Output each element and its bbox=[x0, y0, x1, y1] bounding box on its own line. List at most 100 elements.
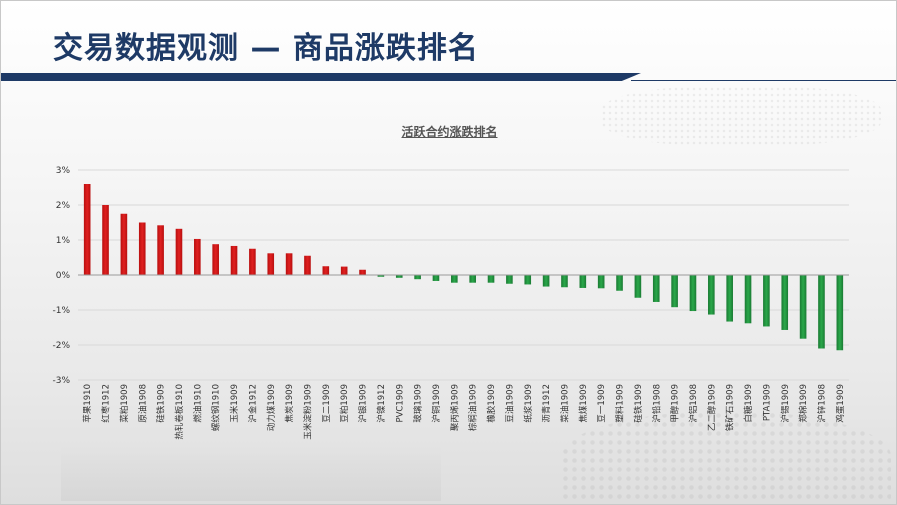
bar bbox=[781, 275, 789, 330]
x-tick-label: 白糖1909 bbox=[743, 384, 754, 423]
world-map-decoration bbox=[601, 86, 881, 146]
x-tick-label: 乙二醇1909 bbox=[706, 384, 717, 431]
x-tick-label: 塑料1909 bbox=[615, 384, 626, 423]
bar bbox=[579, 275, 587, 288]
bar bbox=[432, 275, 440, 281]
bar bbox=[542, 275, 550, 287]
bar bbox=[469, 275, 476, 283]
bar bbox=[267, 253, 275, 275]
x-tick-label: 沥青1912 bbox=[541, 384, 552, 423]
bar bbox=[230, 245, 238, 275]
bar bbox=[836, 275, 844, 351]
x-tick-label: 沪镍1912 bbox=[376, 384, 387, 423]
bar bbox=[414, 275, 421, 280]
x-tick-label: 鸡蛋1909 bbox=[835, 384, 846, 423]
bar bbox=[340, 266, 348, 275]
bar bbox=[304, 255, 311, 275]
x-tick-label: 沪银1909 bbox=[358, 384, 369, 423]
x-tick-label: 玻璃1909 bbox=[413, 384, 424, 423]
y-tick-label: 2% bbox=[56, 201, 71, 211]
bar bbox=[395, 275, 403, 278]
x-tick-label: 豆二1909 bbox=[322, 384, 332, 423]
x-tick-label: 沪锡1909 bbox=[780, 384, 791, 423]
bar bbox=[818, 275, 825, 349]
x-tick-label: 玉米1909 bbox=[229, 384, 240, 423]
bar bbox=[451, 275, 458, 283]
bar bbox=[138, 222, 146, 275]
y-tick-label: -3% bbox=[52, 376, 70, 386]
x-tick-label: 沪铅1908 bbox=[651, 384, 662, 423]
bar bbox=[175, 228, 183, 275]
dot-pattern-decoration bbox=[561, 411, 891, 501]
bar bbox=[616, 275, 623, 291]
x-tick-label: 郑棉1909 bbox=[798, 384, 809, 423]
bar bbox=[561, 275, 568, 288]
x-tick-label: 棕榈油1909 bbox=[468, 384, 479, 431]
bar bbox=[652, 275, 660, 302]
bar bbox=[506, 275, 513, 284]
x-tick-label: 铁矿石1909 bbox=[725, 384, 736, 431]
x-tick-label: 豆油1909 bbox=[504, 384, 515, 423]
city-skyline-decoration bbox=[61, 446, 441, 501]
x-tick-label: 纸浆1909 bbox=[523, 384, 534, 423]
page-title: 交易数据观测 — 商品涨跌排名 bbox=[53, 31, 479, 66]
bar bbox=[249, 248, 256, 275]
x-tick-label: 硅铁1909 bbox=[156, 384, 167, 423]
x-tick-label: 菜油1909 bbox=[559, 384, 570, 423]
bar bbox=[359, 269, 366, 275]
header-bar bbox=[1, 73, 641, 81]
x-tick-label: 热轧卷板1910 bbox=[174, 384, 185, 440]
x-tick-label: 聚丙烯1909 bbox=[449, 384, 460, 431]
bar bbox=[102, 205, 109, 275]
x-tick-label: 动力煤1909 bbox=[266, 384, 277, 431]
bar bbox=[120, 213, 128, 275]
x-tick-label: 橡胶1909 bbox=[486, 384, 497, 423]
x-tick-label: 苹果1910 bbox=[82, 384, 93, 423]
bar bbox=[744, 275, 752, 324]
y-tick-label: -1% bbox=[52, 306, 70, 316]
bar bbox=[83, 184, 91, 275]
bar bbox=[763, 275, 770, 327]
bar bbox=[212, 244, 219, 275]
x-tick-label: 玉米淀粉1909 bbox=[302, 384, 313, 440]
bar bbox=[157, 225, 164, 275]
bar bbox=[285, 253, 293, 275]
bar bbox=[194, 238, 201, 275]
bar bbox=[524, 275, 532, 285]
x-tick-label: 甲醇1909 bbox=[670, 384, 681, 423]
y-tick-label: -2% bbox=[52, 341, 70, 351]
bar bbox=[799, 275, 807, 339]
x-tick-label: 豆一1909 bbox=[597, 384, 607, 423]
x-tick-label: 原油1908 bbox=[137, 384, 148, 423]
x-tick-label: PVC1909 bbox=[395, 384, 405, 423]
y-tick-label: 3% bbox=[56, 166, 71, 176]
x-tick-label: 燃油1910 bbox=[192, 384, 203, 423]
x-tick-label: 豆粕1909 bbox=[339, 384, 350, 423]
x-tick-label: 菜粕1909 bbox=[119, 384, 130, 423]
chart-title: 活跃合约涨跌排名 bbox=[401, 125, 498, 139]
x-tick-label: 沪铝1908 bbox=[688, 384, 699, 423]
x-tick-label: 硅铁1909 bbox=[633, 384, 644, 423]
x-tick-label: PTA1909 bbox=[762, 384, 772, 421]
x-tick-label: 红枣1912 bbox=[101, 384, 112, 423]
bar bbox=[708, 275, 715, 315]
y-tick-label: 1% bbox=[56, 236, 71, 246]
header-line bbox=[631, 80, 896, 81]
bar bbox=[634, 275, 642, 298]
x-tick-label: 沪金1912 bbox=[247, 384, 258, 423]
x-tick-label: 沪锌1908 bbox=[816, 384, 827, 423]
bar bbox=[487, 275, 495, 283]
bar bbox=[377, 275, 385, 277]
bar bbox=[671, 275, 678, 308]
bar bbox=[322, 266, 330, 275]
x-tick-label: 焦炭1909 bbox=[284, 384, 295, 423]
x-tick-label: 沪铜1909 bbox=[431, 384, 442, 423]
bar bbox=[689, 275, 697, 312]
bar bbox=[726, 275, 733, 322]
bar bbox=[597, 275, 605, 289]
x-tick-label: 焦煤1909 bbox=[578, 384, 589, 423]
x-tick-label: 螺纹钢1910 bbox=[211, 384, 222, 431]
y-tick-label: 0% bbox=[56, 271, 71, 281]
